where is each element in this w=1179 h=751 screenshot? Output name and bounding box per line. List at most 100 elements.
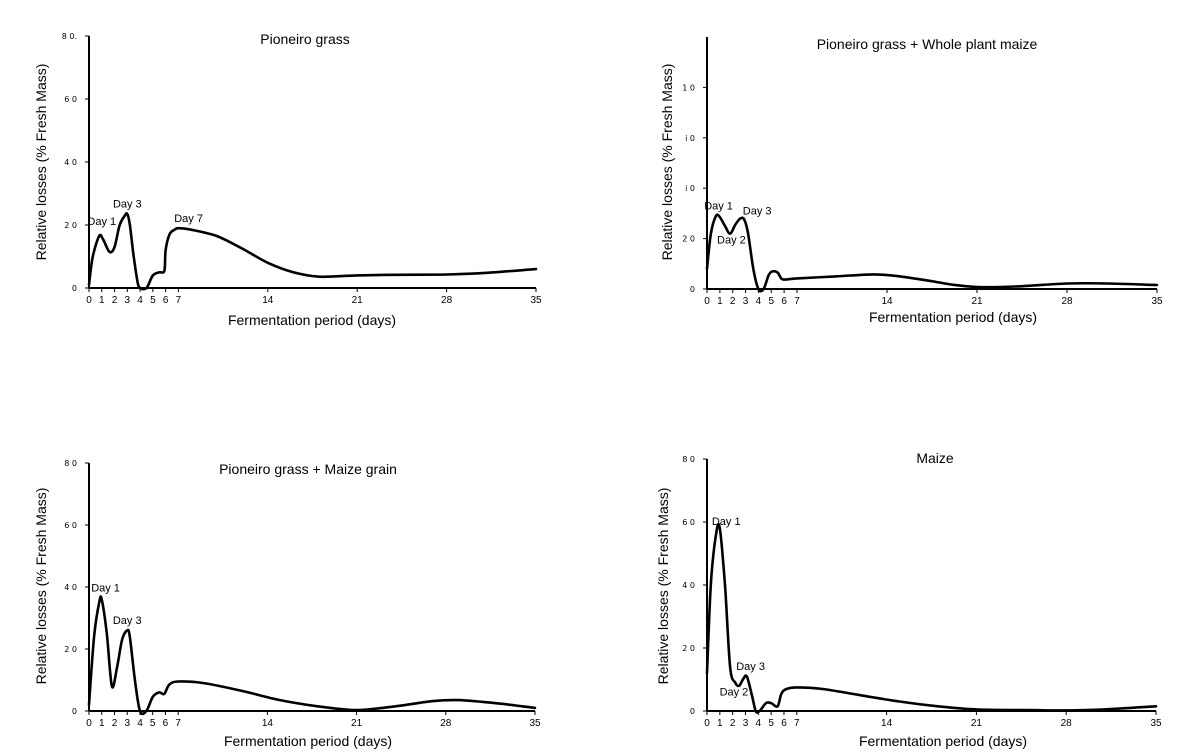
x-tick-label: 7 [794,296,800,307]
y-tick-label: 4 0 [682,581,695,590]
x-tick-label: 5 [768,718,774,729]
x-tick-label: 0 [704,296,710,307]
y-ticks: 0 2 0 4 0 6 0 8 0 [64,459,89,716]
series-line [87,595,537,716]
y-tick-label: 0 [690,707,695,716]
chart-title: Pioneiro grass + Maize grain [219,461,397,477]
x-tick-label: 5 [150,295,156,306]
x-tick-label: 3 [124,718,130,729]
y-axis-label: Relative losses (% Fresh Mass) [33,64,49,261]
x-tick-label: 6 [163,718,169,729]
y-axis-label: Relative losses (% Fresh Mass) [655,488,671,685]
y-tick-label: 6 0 [64,95,77,104]
x-tick-label: 4 [756,296,762,307]
y-tick-label: i 0 [685,134,695,143]
x-tick-label: 28 [441,295,453,306]
annotation-label: Day 1 [87,216,116,228]
y-tick-label: 4 0 [64,158,77,167]
y-tick-label: 2 0 [64,645,77,654]
chart-panel-maize: Maize Fermentation period (days) Relativ… [655,450,1162,749]
x-tick-label: 35 [1150,718,1162,729]
chart-title: Maize [916,450,954,466]
annotation-label: Day 3 [743,206,772,218]
annotation-label: Day 7 [174,213,203,225]
chart-panel-pioneiro-grass-maize-grain: Pioneiro grass + Maize grain Fermentatio… [33,459,541,749]
annotation-label: Day 1 [91,583,120,595]
x-tick-label: 21 [351,718,363,729]
x-tick-label: 2 [112,718,118,729]
y-tick-label: 0 [72,284,77,293]
x-axis-label: Fermentation period (days) [869,309,1037,325]
x-tick-label: 3 [125,295,131,306]
x-ticks: 0 1 2 3 4 5 6 7 14 21 28 35 [86,288,542,306]
x-ticks: 0 1 2 3 4 5 6 7 14 21 28 35 [704,711,1162,729]
y-tick-label: 6 0 [682,518,695,527]
series-line [705,522,1158,714]
x-tick-label: 28 [1061,296,1073,307]
x-axis-label: Fermentation period (days) [224,733,392,749]
annotation-label: Day 2 [720,686,749,698]
x-tick-label: 14 [262,718,274,729]
series-line [705,213,1159,293]
x-tick-label: 6 [781,718,787,729]
x-tick-label: 2 [730,296,736,307]
y-tick-label: 8 0 [64,459,77,468]
x-tick-label: 21 [352,295,364,306]
annotation-label: Day 1 [704,201,733,213]
x-ticks: 0 1 2 3 4 5 6 7 14 21 28 35 [704,289,1163,307]
annotations: Day 1 Day 3 [91,583,141,628]
x-axis-label: Fermentation period (days) [228,312,396,328]
y-tick-label: 0 [690,285,695,294]
x-tick-label: 5 [150,718,156,729]
y-tick-label: 8 0 [682,455,695,464]
chart-title: Pioneiro grass [260,31,350,47]
x-tick-label: 14 [881,296,893,307]
x-tick-label: 7 [175,718,181,729]
y-tick-label: 1 0 [682,83,695,92]
y-tick-label: 8 0. [62,32,77,41]
x-tick-label: 4 [756,718,762,729]
annotations: Day 1 Day 3 Day 7 [87,199,203,228]
chart-panel-pioneiro-grass-whole-plant-maize: Pioneiro grass + Whole plant maize Ferme… [659,36,1163,325]
x-tick-label: 35 [529,718,541,729]
annotation-label: Day 2 [717,235,746,247]
x-ticks: 0 1 2 3 4 5 6 7 14 21 28 35 [86,711,541,729]
x-tick-label: 1 [717,296,723,307]
x-tick-label: 28 [440,718,452,729]
x-tick-label: 7 [176,295,182,306]
y-tick-label: i 0 [685,184,695,193]
x-tick-label: 35 [530,295,542,306]
x-tick-label: 5 [769,296,775,307]
y-axis-label: Relative losses (% Fresh Mass) [659,64,675,261]
x-tick-label: 6 [163,295,169,306]
y-tick-label: 2 0 [64,221,77,230]
x-tick-label: 0 [86,718,92,729]
x-tick-label: 14 [881,718,893,729]
x-tick-label: 21 [971,718,983,729]
x-tick-label: 3 [743,718,749,729]
x-tick-label: 2 [730,718,736,729]
series-line [87,212,538,291]
y-ticks: 0 2 0 4 0 6 0 8 0 [682,455,707,716]
x-tick-label: 1 [717,718,723,729]
y-tick-label: 4 0 [64,583,77,592]
x-tick-label: 1 [99,718,105,729]
y-ticks: 0 2 0 4 0 6 0 8 0. [62,32,89,293]
x-tick-label: 0 [86,295,92,306]
y-ticks: 0 2 0 i 0 i 0 1 0 [682,83,707,294]
annotation-label: Day 3 [736,661,765,673]
y-tick-label: 0 [72,707,77,716]
x-tick-label: 21 [971,296,983,307]
x-tick-label: 0 [704,718,710,729]
y-tick-label: 6 0 [64,521,77,530]
annotation-label: Day 3 [113,199,142,211]
x-tick-label: 3 [743,296,749,307]
x-tick-label: 4 [137,295,143,306]
x-tick-label: 35 [1151,296,1163,307]
x-tick-label: 1 [99,295,105,306]
y-tick-label: 2 0 [682,644,695,653]
chart-panel-pioneiro-grass: Pioneiro grass Fermentation period (days… [33,31,542,328]
annotation-label: Day 3 [113,615,142,627]
x-tick-label: 7 [794,718,800,729]
